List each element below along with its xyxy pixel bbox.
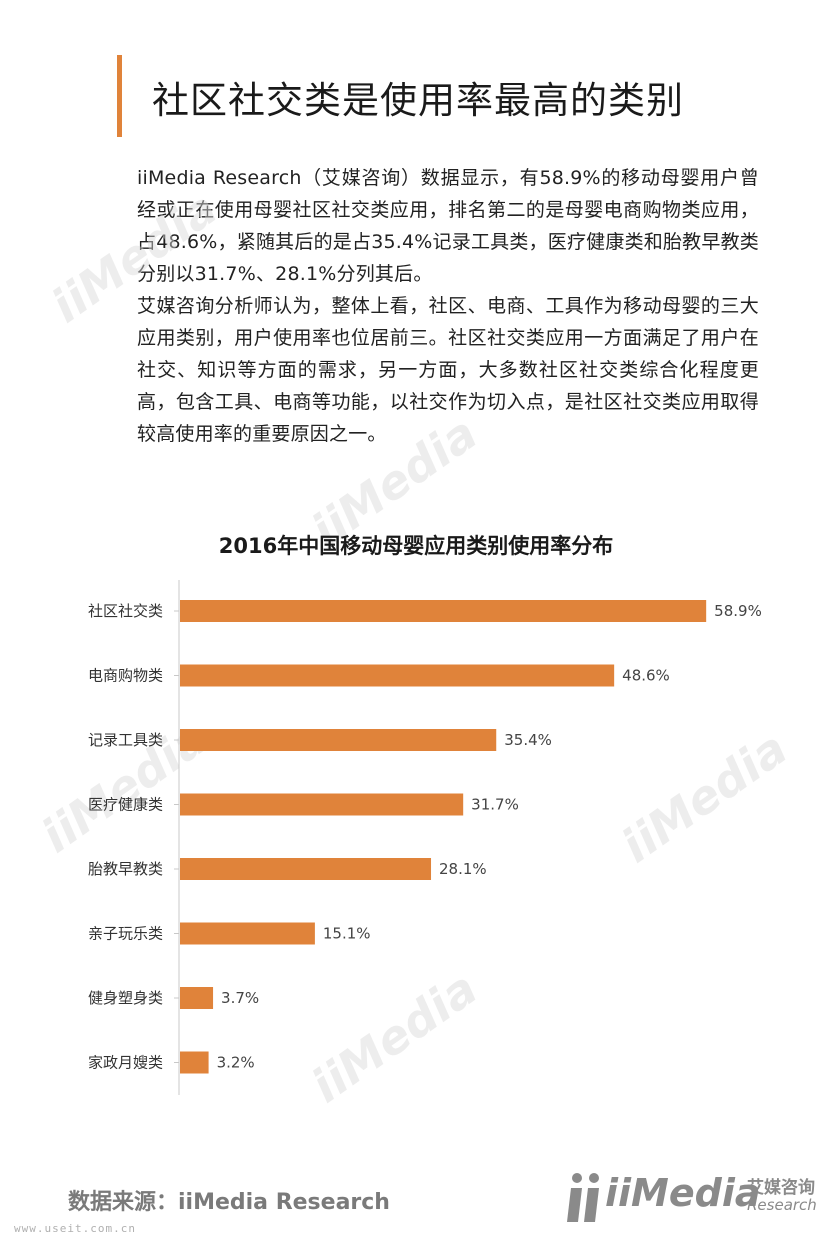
- paragraph-1: iiMedia Research（艾媒咨询）数据显示，有58.9%的移动母婴用户…: [137, 167, 759, 285]
- paragraph-2: 艾媒咨询分析师认为，整体上看，社区、电商、工具作为移动母婴的三大应用类别，用户使…: [137, 295, 759, 445]
- value-label: 58.9%: [714, 602, 762, 620]
- category-label: 亲子玩乐类: [88, 925, 163, 943]
- page-title: 社区社交类是使用率最高的类别: [152, 79, 684, 122]
- logo-text: iiMedia: [605, 1171, 761, 1215]
- bar: [180, 858, 432, 880]
- data-source: 数据来源：iiMedia Research: [68, 1190, 390, 1215]
- category-label: 医疗健康类: [88, 796, 163, 814]
- category-label: 记录工具类: [88, 731, 163, 749]
- title-accent-bar: [117, 55, 122, 137]
- value-label: 31.7%: [471, 796, 519, 814]
- value-label: 15.1%: [323, 925, 371, 943]
- bar: [180, 922, 315, 945]
- value-label: 28.1%: [439, 860, 487, 878]
- value-label: 35.4%: [504, 731, 552, 749]
- category-label: 胎教早教类: [88, 860, 163, 878]
- footer-url: www.useit.com.cn: [14, 1222, 136, 1235]
- bar: [180, 987, 214, 1009]
- bar-chart: 社区社交类 58.9% 电商购物类 48.6% 记录工具类 35.4% 医疗健康类 31.7%…: [88, 580, 762, 1095]
- logo-en: Research: [747, 1196, 817, 1214]
- bar: [180, 793, 464, 816]
- category-label: 健身塑身类: [88, 989, 163, 1007]
- value-label: 3.7%: [221, 989, 259, 1007]
- bar: [180, 600, 707, 622]
- bar: [180, 1051, 209, 1074]
- bar: [180, 729, 497, 751]
- value-label: 48.6%: [622, 667, 670, 685]
- chart-title: 2016年中国移动母婴应用类别使用率分布: [218, 534, 614, 558]
- category-label: 电商购物类: [88, 667, 163, 685]
- logo-mark-icon: [567, 1173, 599, 1222]
- logo-cn: 艾媒咨询: [747, 1178, 815, 1198]
- category-label: 社区社交类: [88, 602, 163, 620]
- bar: [180, 664, 615, 687]
- category-label: 家政月嫂类: [88, 1054, 163, 1072]
- iimedia-logo: iiMedia 艾媒咨询 Research: [567, 1165, 817, 1227]
- value-label: 3.2%: [217, 1054, 255, 1072]
- body-text: iiMedia Research（艾媒咨询）数据显示，有58.9%的移动母婴用户…: [137, 162, 759, 450]
